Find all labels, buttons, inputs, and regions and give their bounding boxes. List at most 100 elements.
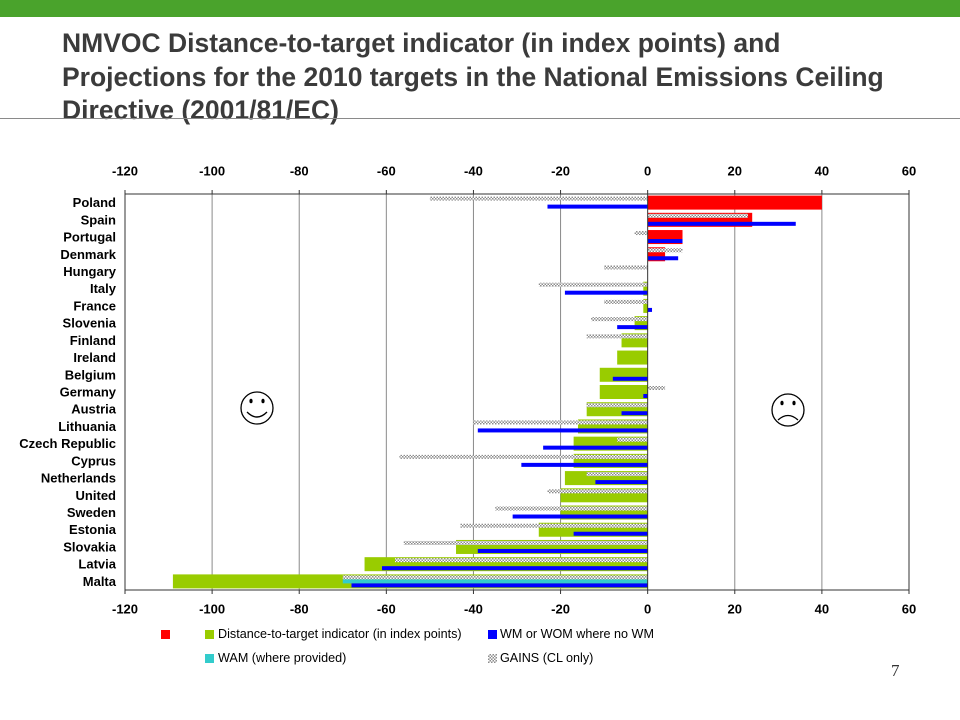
x-tick-label: 40 xyxy=(815,164,829,179)
x-tick-label: 60 xyxy=(902,164,916,179)
bar-gains xyxy=(547,489,648,494)
category-label: Slovenia xyxy=(63,316,117,331)
bar-gains xyxy=(604,299,648,304)
bar-wm xyxy=(595,480,648,485)
x-tick-label: -80 xyxy=(290,602,309,617)
plot-frame xyxy=(124,190,910,594)
bar-wm xyxy=(564,290,648,295)
slide-title: NMVOC Distance-to-target indicator (in i… xyxy=(62,27,884,128)
category-label: Portugal xyxy=(63,230,116,245)
legend-swatch-distance-positive xyxy=(161,630,170,639)
category-label: Ireland xyxy=(73,350,116,365)
category-label: Cyprus xyxy=(71,453,116,468)
slide-title-line: Directive (2001/81/EC) xyxy=(62,95,339,125)
bar-gains xyxy=(342,575,648,580)
category-label: Hungary xyxy=(63,264,117,279)
bar-gains xyxy=(495,506,648,511)
bar-gains xyxy=(647,213,748,218)
bar-wm xyxy=(543,445,648,450)
slide-title-line: Projections for the 2010 targets in the … xyxy=(62,61,884,92)
bar-wm xyxy=(643,394,648,398)
bar-distance-to-target xyxy=(643,281,648,296)
bar-wm xyxy=(381,566,648,571)
bar-wm xyxy=(647,221,796,226)
smiley-sad-icon xyxy=(771,393,805,427)
category-label: Latvia xyxy=(78,557,116,572)
smiley-happy-icon xyxy=(240,391,274,425)
bar-distance-to-target xyxy=(617,350,648,365)
top-accent-bar xyxy=(0,0,960,17)
title-divider xyxy=(0,118,960,119)
bar-wm xyxy=(612,376,648,381)
gridlines xyxy=(211,194,823,590)
bar-chart: -120 -120 -100 -100 -80 -80 -60 -60 -40 -40 -20 -20… xyxy=(19,164,916,617)
x-tick-label: -20 xyxy=(551,164,570,179)
x-tick-label: -60 xyxy=(377,164,396,179)
category-label: Malta xyxy=(83,574,117,589)
page-number: 7 xyxy=(891,661,900,680)
category-label: Sweden xyxy=(67,505,116,520)
x-tick-label: 40 xyxy=(815,602,829,617)
legend-label-distance-to-target: Distance-to-target indicator (in index p… xyxy=(218,627,462,641)
bar-wm xyxy=(351,583,648,588)
category-label: Finland xyxy=(70,333,116,348)
x-tick-label: -40 xyxy=(464,164,483,179)
bar-wm xyxy=(647,256,679,261)
bar-gains xyxy=(538,282,648,287)
bar-wm xyxy=(573,531,648,536)
x-tick-label: -120 xyxy=(112,164,138,179)
legend-swatch-wm xyxy=(488,630,497,639)
bar-gains xyxy=(586,403,648,408)
x-tick-label: -20 xyxy=(551,602,570,617)
bar-wm xyxy=(647,307,653,312)
bar-gains xyxy=(403,540,648,545)
axis-labels: -120 -120 -100 -100 -80 -80 -60 -60 -40 -40 -20 -20… xyxy=(19,164,916,617)
category-label: Austria xyxy=(71,402,117,417)
legend-label-gains: GAINS (CL only) xyxy=(500,651,594,665)
bar-gains xyxy=(460,523,648,528)
x-tick-label: 20 xyxy=(728,164,742,179)
category-label: United xyxy=(76,488,117,503)
category-label: Poland xyxy=(73,195,116,210)
category-label: Italy xyxy=(90,281,117,296)
bar-gains xyxy=(647,248,683,253)
legend-swatch-distance-to-target xyxy=(205,630,214,639)
legend-swatch-gains xyxy=(488,654,497,663)
x-tick-label: 0 xyxy=(644,602,651,617)
bar-distance-to-target xyxy=(643,298,648,313)
category-label: Netherlands xyxy=(41,471,116,486)
legend-label-wam: WAM (where provided) xyxy=(218,651,347,665)
category-label: Belgium xyxy=(65,367,116,382)
bar-wm xyxy=(477,548,648,553)
bar-gains xyxy=(399,454,648,459)
category-label: Germany xyxy=(60,385,117,400)
bar-gains xyxy=(634,231,648,236)
x-tick-label: -40 xyxy=(464,602,483,617)
bar-distance-to-target xyxy=(599,385,648,399)
slide-title-line: NMVOC Distance-to-target indicator (in i… xyxy=(62,28,781,58)
legend-label-wm: WM or WOM where no WM xyxy=(500,627,654,641)
bar-gains xyxy=(395,558,648,563)
bar-gains xyxy=(586,334,648,339)
x-tick-label: -60 xyxy=(377,602,396,617)
category-label: Estonia xyxy=(69,522,117,537)
category-label: Spain xyxy=(81,212,116,227)
category-label: Czech Republic xyxy=(19,436,116,451)
x-tick-label: 60 xyxy=(902,602,916,617)
x-tick-label: -120 xyxy=(112,602,138,617)
bar-gains xyxy=(604,265,648,270)
bar-gains xyxy=(591,317,648,322)
bar-gains xyxy=(429,196,648,201)
plot-background xyxy=(125,194,909,590)
category-label: France xyxy=(73,298,116,313)
bar-wm xyxy=(512,514,648,519)
bar-gains xyxy=(617,437,648,442)
bar-gains xyxy=(473,420,648,425)
bar-distance-positive xyxy=(647,195,822,210)
x-tick-label: -80 xyxy=(290,164,309,179)
x-tick-label: -100 xyxy=(199,602,225,617)
bars xyxy=(172,195,822,589)
legend-swatch-wam xyxy=(205,654,214,663)
bar-wam xyxy=(342,579,648,584)
bar-wm xyxy=(521,462,648,467)
